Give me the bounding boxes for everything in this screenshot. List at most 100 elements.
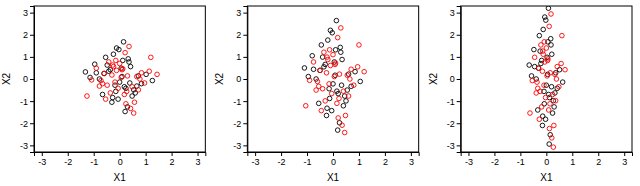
- point: [554, 77, 559, 82]
- x-tick-label: -1: [517, 157, 525, 167]
- point: [119, 75, 124, 80]
- y-tick-mark: [30, 101, 34, 102]
- x-tick-label: 2: [596, 157, 601, 167]
- point: [110, 95, 115, 100]
- y-axis-title: X2: [1, 72, 12, 85]
- x-tick: 3: [622, 152, 627, 167]
- point: [120, 74, 125, 79]
- x-tick-mark: [68, 152, 69, 156]
- point: [338, 45, 343, 50]
- y-tick-label: -1: [233, 97, 241, 107]
- y-axis-title: X2: [428, 72, 439, 85]
- y-tick-mark: [30, 79, 34, 80]
- y-tick: 0: [236, 74, 247, 84]
- x-tick-label: 1: [357, 157, 362, 167]
- y-tick-label: 3: [23, 8, 28, 18]
- point: [549, 136, 554, 141]
- y-tick-mark: [457, 57, 461, 58]
- y-tick: -1: [20, 97, 34, 107]
- y-tick-mark: [243, 57, 247, 58]
- x-tick-mark: [494, 152, 495, 156]
- y-axis: -3-2-10123: [20, 7, 35, 153]
- point: [527, 63, 532, 68]
- y-axis-line: [243, 7, 248, 153]
- y-tick: 1: [23, 52, 34, 62]
- series: [528, 12, 568, 150]
- y-tick-mark: [243, 123, 247, 124]
- point: [551, 145, 556, 150]
- point: [310, 53, 315, 58]
- y-tick-mark: [243, 145, 247, 146]
- y-tick-mark: [457, 145, 461, 146]
- point: [545, 74, 550, 79]
- point: [335, 101, 340, 106]
- x-tick: 2: [170, 152, 175, 167]
- point: [552, 123, 557, 128]
- panel: -3-2-10123-3-2-10123X1X2: [1, 6, 206, 183]
- x-tick-mark: [120, 152, 121, 156]
- y-tick: -2: [447, 119, 461, 129]
- point: [126, 57, 131, 62]
- point: [150, 78, 155, 83]
- point: [340, 57, 345, 62]
- y-tick-label: 1: [450, 52, 455, 62]
- x-tick-mark: [520, 152, 521, 156]
- y-tick-mark: [457, 123, 461, 124]
- point: [127, 44, 132, 49]
- point: [339, 83, 344, 88]
- x-tick: -1: [304, 152, 312, 167]
- point: [155, 72, 160, 77]
- point: [563, 67, 568, 72]
- y-tick-mark: [243, 101, 247, 102]
- x-axis-title: X1: [114, 172, 127, 183]
- point: [139, 71, 144, 76]
- x-tick-label: -3: [465, 157, 473, 167]
- plot-frame: [247, 6, 418, 152]
- point: [338, 26, 343, 31]
- y-axis: -3-2-10123: [447, 7, 462, 153]
- y-tick-mark: [243, 35, 247, 36]
- point: [351, 83, 356, 88]
- point: [539, 105, 544, 110]
- x-tick: -3: [252, 152, 260, 167]
- point: [539, 43, 544, 48]
- point: [333, 61, 338, 66]
- x-tick: 1: [570, 152, 575, 167]
- y-tick-label: 3: [450, 8, 455, 18]
- x-tick: 3: [409, 152, 414, 167]
- point: [123, 109, 128, 114]
- point: [362, 69, 367, 74]
- x-tick: -2: [64, 152, 72, 167]
- point: [311, 67, 316, 72]
- y-axis-line: [30, 7, 35, 153]
- point: [322, 50, 327, 55]
- point: [102, 71, 107, 76]
- point: [547, 126, 552, 131]
- point: [556, 84, 561, 89]
- point: [529, 74, 534, 79]
- point: [528, 111, 533, 116]
- x-tick: -1: [517, 152, 525, 167]
- point: [117, 47, 122, 52]
- point: [542, 83, 547, 88]
- point: [135, 74, 140, 79]
- y-tick-mark: [457, 79, 461, 80]
- point: [105, 83, 110, 88]
- point: [543, 95, 548, 100]
- x-tick-mark: [385, 152, 386, 156]
- point: [113, 89, 118, 94]
- point: [332, 74, 337, 79]
- x-tick-label: -2: [491, 157, 499, 167]
- y-tick-label: -3: [447, 141, 455, 151]
- x-tick-label: 1: [144, 157, 149, 167]
- y-axis: -3-2-10123: [233, 7, 248, 153]
- figure: -3-2-10123-3-2-10123X1X2-3-2-10123-3-2-1…: [0, 0, 640, 186]
- y-tick-label: 2: [236, 30, 241, 40]
- x-tick-label: -3: [252, 157, 260, 167]
- y-axis-title: X2: [214, 72, 225, 85]
- y-tick: -2: [233, 119, 247, 129]
- point: [114, 68, 119, 73]
- x-tick: 2: [383, 152, 388, 167]
- point: [102, 71, 107, 76]
- point: [344, 99, 349, 104]
